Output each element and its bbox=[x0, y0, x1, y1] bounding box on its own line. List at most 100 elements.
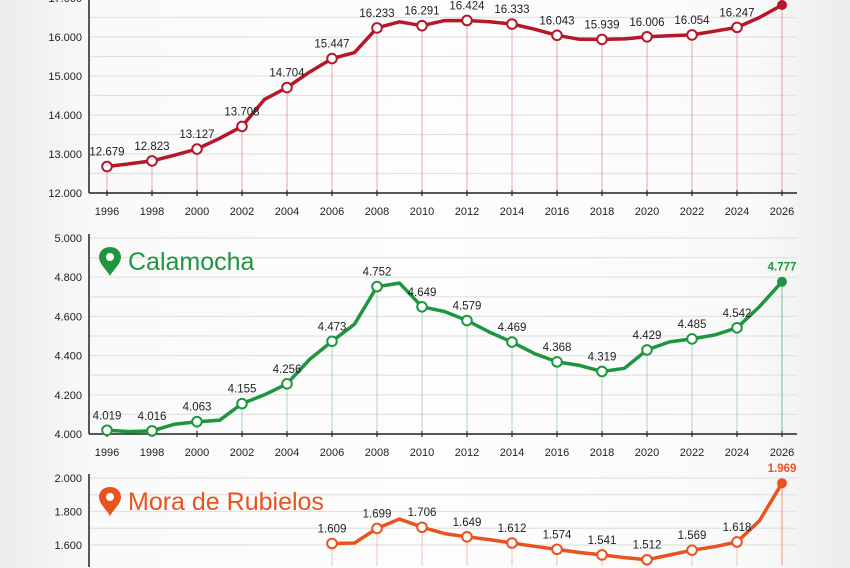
data-point bbox=[686, 544, 698, 556]
y-tick-label: 4.800 bbox=[54, 272, 82, 284]
data-point bbox=[326, 52, 338, 65]
y-tick-label: 4.600 bbox=[54, 311, 82, 323]
data-point bbox=[146, 425, 158, 437]
y-tick-label: 4.400 bbox=[54, 351, 82, 363]
data-point bbox=[551, 29, 563, 42]
data-label: 16.333 bbox=[494, 4, 529, 16]
x-tick-label: 2000 bbox=[185, 206, 209, 218]
data-point-highlight bbox=[777, 478, 787, 489]
data-label: 4.019 bbox=[93, 410, 122, 422]
data-label: 4.368 bbox=[543, 342, 572, 354]
x-tick-label: 1998 bbox=[140, 206, 164, 218]
x-tick-label: 2020 bbox=[635, 206, 659, 218]
data-point bbox=[731, 536, 743, 548]
data-label: 4.429 bbox=[633, 330, 662, 342]
data-point bbox=[461, 530, 473, 543]
series-line bbox=[105, 3, 784, 169]
data-point bbox=[641, 553, 653, 566]
chart-panel-1: 4.000 4.200 4.400 4.600 4.800 5.000 1996 1998 20… bbox=[54, 233, 797, 459]
data-label: 4.473 bbox=[318, 321, 347, 333]
data-point bbox=[281, 81, 293, 94]
data-point bbox=[191, 143, 203, 155]
y-tick-label: 13.000 bbox=[48, 149, 82, 161]
data-point bbox=[731, 321, 743, 334]
map-pin-icon bbox=[99, 247, 121, 276]
data-point bbox=[461, 314, 473, 327]
data-label: 16.054 bbox=[674, 15, 710, 27]
data-label: 1.706 bbox=[408, 507, 437, 519]
x-tick-label: 2024 bbox=[725, 447, 749, 459]
data-label: 16.043 bbox=[539, 15, 574, 27]
x-tick-label: 2006 bbox=[320, 447, 344, 459]
data-point bbox=[551, 356, 563, 368]
data-point bbox=[506, 336, 518, 348]
data-point bbox=[596, 365, 608, 378]
chart-panel-0: 12.000 13.000 14.000 15.000 16.000 17.000 1996… bbox=[48, 0, 797, 218]
data-point bbox=[101, 160, 113, 173]
data-label: 15.447 bbox=[314, 39, 349, 51]
chart-title: Mora de Rubielos bbox=[128, 488, 324, 516]
data-point bbox=[416, 19, 428, 32]
map-pin-shape bbox=[99, 247, 121, 276]
x-tick-label: 2026 bbox=[770, 206, 794, 218]
x-tick-label: 2002 bbox=[230, 206, 254, 218]
y-tick-label: 1.600 bbox=[54, 540, 82, 552]
data-point bbox=[641, 30, 653, 43]
data-label: 1.969 bbox=[768, 463, 797, 475]
x-tick-label: 2010 bbox=[410, 447, 434, 459]
data-label: 16.233 bbox=[359, 8, 394, 20]
map-pin-hole bbox=[106, 253, 114, 261]
x-tick-label: 1998 bbox=[140, 447, 164, 459]
data-point bbox=[236, 120, 248, 133]
data-label: 16.006 bbox=[629, 17, 664, 29]
x-tick-label: 2022 bbox=[680, 447, 704, 459]
x-tick-label: 2004 bbox=[275, 206, 299, 218]
data-label: 16.291 bbox=[404, 6, 439, 18]
data-label: 4.542 bbox=[723, 308, 752, 320]
data-label: 4.256 bbox=[273, 364, 302, 376]
data-label: 1.649 bbox=[453, 517, 482, 529]
data-point bbox=[371, 22, 383, 34]
y-tick-label: 5.000 bbox=[54, 233, 82, 245]
data-label: 4.016 bbox=[138, 411, 167, 423]
data-label: 16.247 bbox=[719, 7, 754, 19]
data-label: 1.512 bbox=[633, 540, 662, 552]
map-pin-hole bbox=[106, 493, 114, 501]
x-tick-label: 2002 bbox=[230, 447, 254, 459]
data-point bbox=[416, 521, 428, 534]
y-tick-label: 17.000 bbox=[48, 0, 82, 5]
y-tick-label: 4.200 bbox=[54, 390, 82, 402]
data-label: 4.485 bbox=[678, 319, 707, 331]
data-label: 4.319 bbox=[588, 351, 617, 363]
data-point bbox=[461, 14, 473, 27]
chart-panel-2: 1.600 1.800 2.000 1.609 1.699 1.706 1.649 1.612… bbox=[54, 463, 797, 567]
data-point bbox=[326, 335, 338, 348]
data-label: 13.127 bbox=[179, 129, 214, 141]
data-point bbox=[416, 300, 428, 313]
x-tick-label: 2016 bbox=[545, 447, 569, 459]
data-point bbox=[731, 21, 743, 34]
data-label: 12.679 bbox=[89, 147, 124, 159]
data-point bbox=[506, 537, 518, 549]
data-label: 4.649 bbox=[408, 287, 437, 299]
x-tick-label: 2018 bbox=[590, 206, 614, 218]
data-point bbox=[281, 378, 293, 390]
data-label: 1.609 bbox=[318, 523, 347, 535]
data-label: 1.569 bbox=[678, 530, 707, 542]
x-tick-label: 2014 bbox=[500, 206, 524, 218]
x-tick-label: 2006 bbox=[320, 206, 344, 218]
data-point bbox=[236, 397, 248, 410]
y-tick-label: 15.000 bbox=[48, 71, 82, 83]
y-tick-label: 14.000 bbox=[48, 110, 82, 122]
data-point bbox=[146, 155, 158, 167]
data-label: 1.612 bbox=[498, 523, 527, 535]
data-label: 12.823 bbox=[134, 141, 169, 153]
data-point bbox=[596, 33, 608, 46]
x-tick-label: 2008 bbox=[365, 206, 389, 218]
data-point-highlight bbox=[777, 276, 787, 287]
data-point bbox=[371, 280, 383, 293]
data-label: 4.155 bbox=[228, 384, 257, 396]
data-label: 4.063 bbox=[183, 402, 212, 414]
data-point bbox=[551, 543, 563, 556]
